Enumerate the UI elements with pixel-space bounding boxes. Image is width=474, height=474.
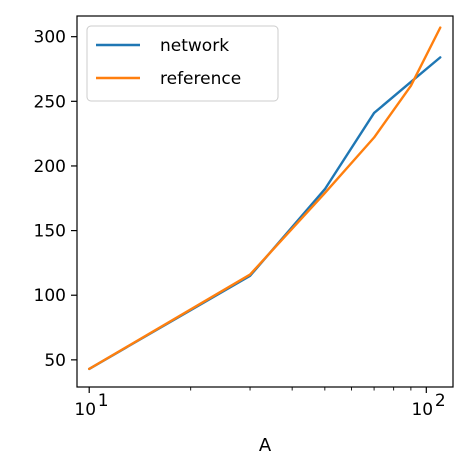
legend: network reference — [86, 25, 279, 102]
y-tick-label: 50 — [44, 351, 66, 371]
y-tick-label: 300 — [34, 28, 66, 48]
legend-label-reference: reference — [160, 69, 241, 89]
x-tick-label: 10 — [74, 400, 96, 420]
y-tick-label: 200 — [34, 157, 66, 177]
series-line-network — [88, 56, 442, 371]
y-tick-label: 150 — [34, 222, 66, 242]
y-tick-label: 250 — [34, 92, 66, 112]
y-tick-label: 100 — [34, 286, 66, 306]
x-tick-exponent: 1 — [98, 391, 109, 411]
series-layer — [88, 26, 442, 371]
plot-frame — [76, 15, 454, 388]
legend-label-network: network — [160, 36, 229, 56]
x-tick-label: 10 — [411, 400, 433, 420]
x-tick-exponent: 2 — [435, 391, 446, 411]
series-line-reference — [88, 26, 442, 371]
x-axis-label: A — [259, 435, 272, 456]
